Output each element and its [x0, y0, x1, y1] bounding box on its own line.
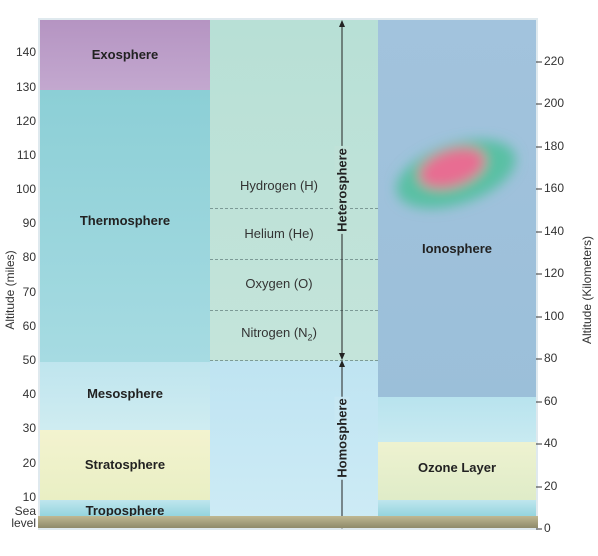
ionosphere-band	[378, 20, 536, 397]
gas-divider	[210, 259, 378, 260]
exosphere-label: Exosphere	[91, 47, 159, 62]
nitrogen-subscript: 2	[307, 332, 313, 343]
right-tick: 60	[544, 394, 558, 408]
heterosphere-band	[210, 20, 378, 361]
left-axis-title-text: Altitude (miles)	[3, 250, 17, 330]
helium-label: Helium (He)	[244, 226, 314, 241]
thermosphere-label: Thermosphere	[79, 213, 171, 228]
left-tick: 70	[22, 285, 36, 299]
nitrogen-text: Nitrogen (N	[241, 325, 308, 340]
troposphere-band	[40, 500, 210, 518]
oxygen-label: Oxygen (O)	[245, 276, 313, 291]
left-tick: 140	[15, 45, 36, 59]
left-tick: 120	[15, 114, 36, 128]
hydrogen-label: Hydrogen (H)	[239, 178, 319, 193]
left-tick: 80	[22, 250, 36, 264]
ground-strip	[38, 516, 538, 528]
ozone-band	[378, 442, 536, 500]
right-tick: 160	[544, 181, 565, 195]
right-tick: 120	[544, 266, 565, 280]
homosphere-label: Homosphere	[334, 396, 350, 480]
nitrogen-label: Nitrogen (N2)	[195, 325, 363, 343]
aurora-graphic	[396, 139, 516, 209]
left-tick: 130	[15, 80, 36, 94]
right-axis-ticks: 220 200 180 160 140 120 100 80 60 40 20 …	[540, 0, 574, 556]
left-axis-title: Altitude (miles)	[3, 250, 17, 329]
gas-divider	[210, 360, 378, 361]
gas-divider	[210, 310, 378, 311]
right-tick: 80	[544, 351, 558, 365]
left-tick: 50	[22, 353, 36, 367]
left-tick: 60	[22, 319, 36, 333]
lower-right-band	[378, 397, 536, 442]
left-tick: 10	[22, 490, 36, 504]
right-tick: 20	[544, 479, 558, 493]
right-tick: 200	[544, 96, 565, 110]
left-tick: 30	[22, 421, 36, 435]
sea-level-line1: Sea	[14, 504, 36, 518]
mesosphere-band	[40, 362, 210, 430]
left-tick: 110	[16, 148, 36, 162]
heterosphere-text: Heterosphere	[334, 148, 350, 232]
ionosphere-label: Ionosphere	[421, 241, 493, 256]
stratosphere-band	[40, 430, 210, 500]
right-axis-title: Altitude (Kilometers)	[580, 236, 594, 344]
right-tick: 40	[544, 436, 558, 450]
thermosphere-band	[40, 90, 210, 362]
right-axis-title-text: Altitude (Kilometers)	[580, 235, 594, 345]
left-tick: 90	[22, 216, 36, 230]
sea-level-line2: level	[11, 516, 36, 530]
sea-level-label: Sea level	[11, 505, 36, 529]
right-tick: 100	[544, 309, 565, 323]
right-axis-tick-marks	[536, 61, 542, 530]
mesosphere-label: Mesosphere	[87, 386, 163, 401]
gas-divider	[210, 208, 378, 209]
homosphere-band	[210, 361, 378, 518]
nitrogen-close: )	[312, 325, 317, 340]
lower-right-trop	[378, 500, 536, 518]
homosphere-text: Homosphere	[334, 398, 350, 478]
right-tick: 0	[544, 521, 551, 535]
heterosphere-label: Heterosphere	[334, 146, 350, 234]
left-axis-ticks: 140 130 120 110 100 90 80 70 60 50 40 30…	[0, 0, 36, 556]
troposphere-label: Troposphere	[85, 503, 165, 518]
right-tick: 220	[544, 54, 565, 68]
exosphere-band	[40, 20, 210, 90]
right-tick: 140	[544, 224, 565, 238]
stratosphere-label: Stratosphere	[84, 457, 166, 472]
ozone-layer-label: Ozone Layer	[417, 460, 497, 475]
left-tick: 40	[22, 387, 36, 401]
left-tick: 20	[22, 456, 36, 470]
right-tick: 180	[544, 139, 565, 153]
left-tick: 100	[15, 182, 36, 196]
